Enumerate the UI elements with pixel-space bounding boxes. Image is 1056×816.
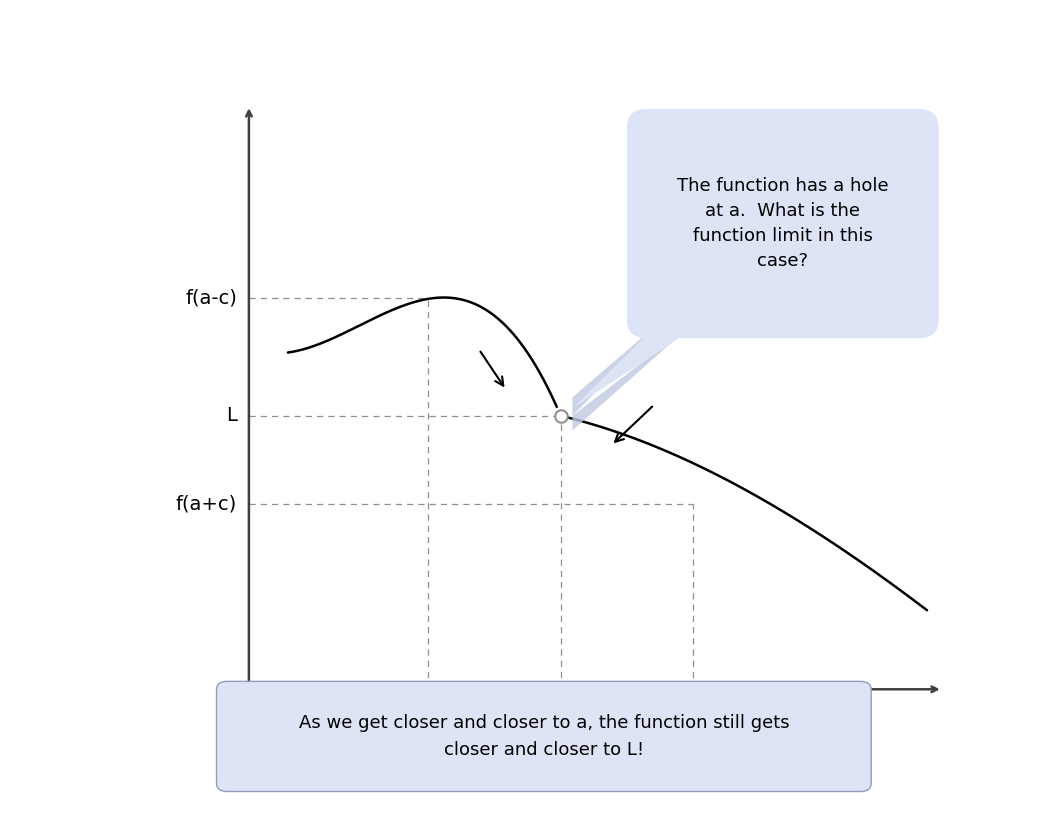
Polygon shape	[572, 323, 693, 431]
Text: a: a	[554, 700, 567, 720]
Polygon shape	[572, 294, 693, 416]
Text: f(a+c): f(a+c)	[176, 495, 238, 514]
Text: As we get closer and closer to a, the function still gets
closer and closer to L: As we get closer and closer to a, the fu…	[299, 714, 789, 759]
FancyBboxPatch shape	[627, 109, 939, 338]
Text: L: L	[226, 406, 238, 425]
Text: f(a-c): f(a-c)	[186, 288, 238, 307]
Text: a+c: a+c	[674, 700, 713, 720]
Polygon shape	[572, 316, 713, 408]
Text: The function has a hole
at a.  What is the
function limit in this
case?: The function has a hole at a. What is th…	[677, 177, 889, 270]
Text: a-c: a-c	[413, 700, 444, 720]
